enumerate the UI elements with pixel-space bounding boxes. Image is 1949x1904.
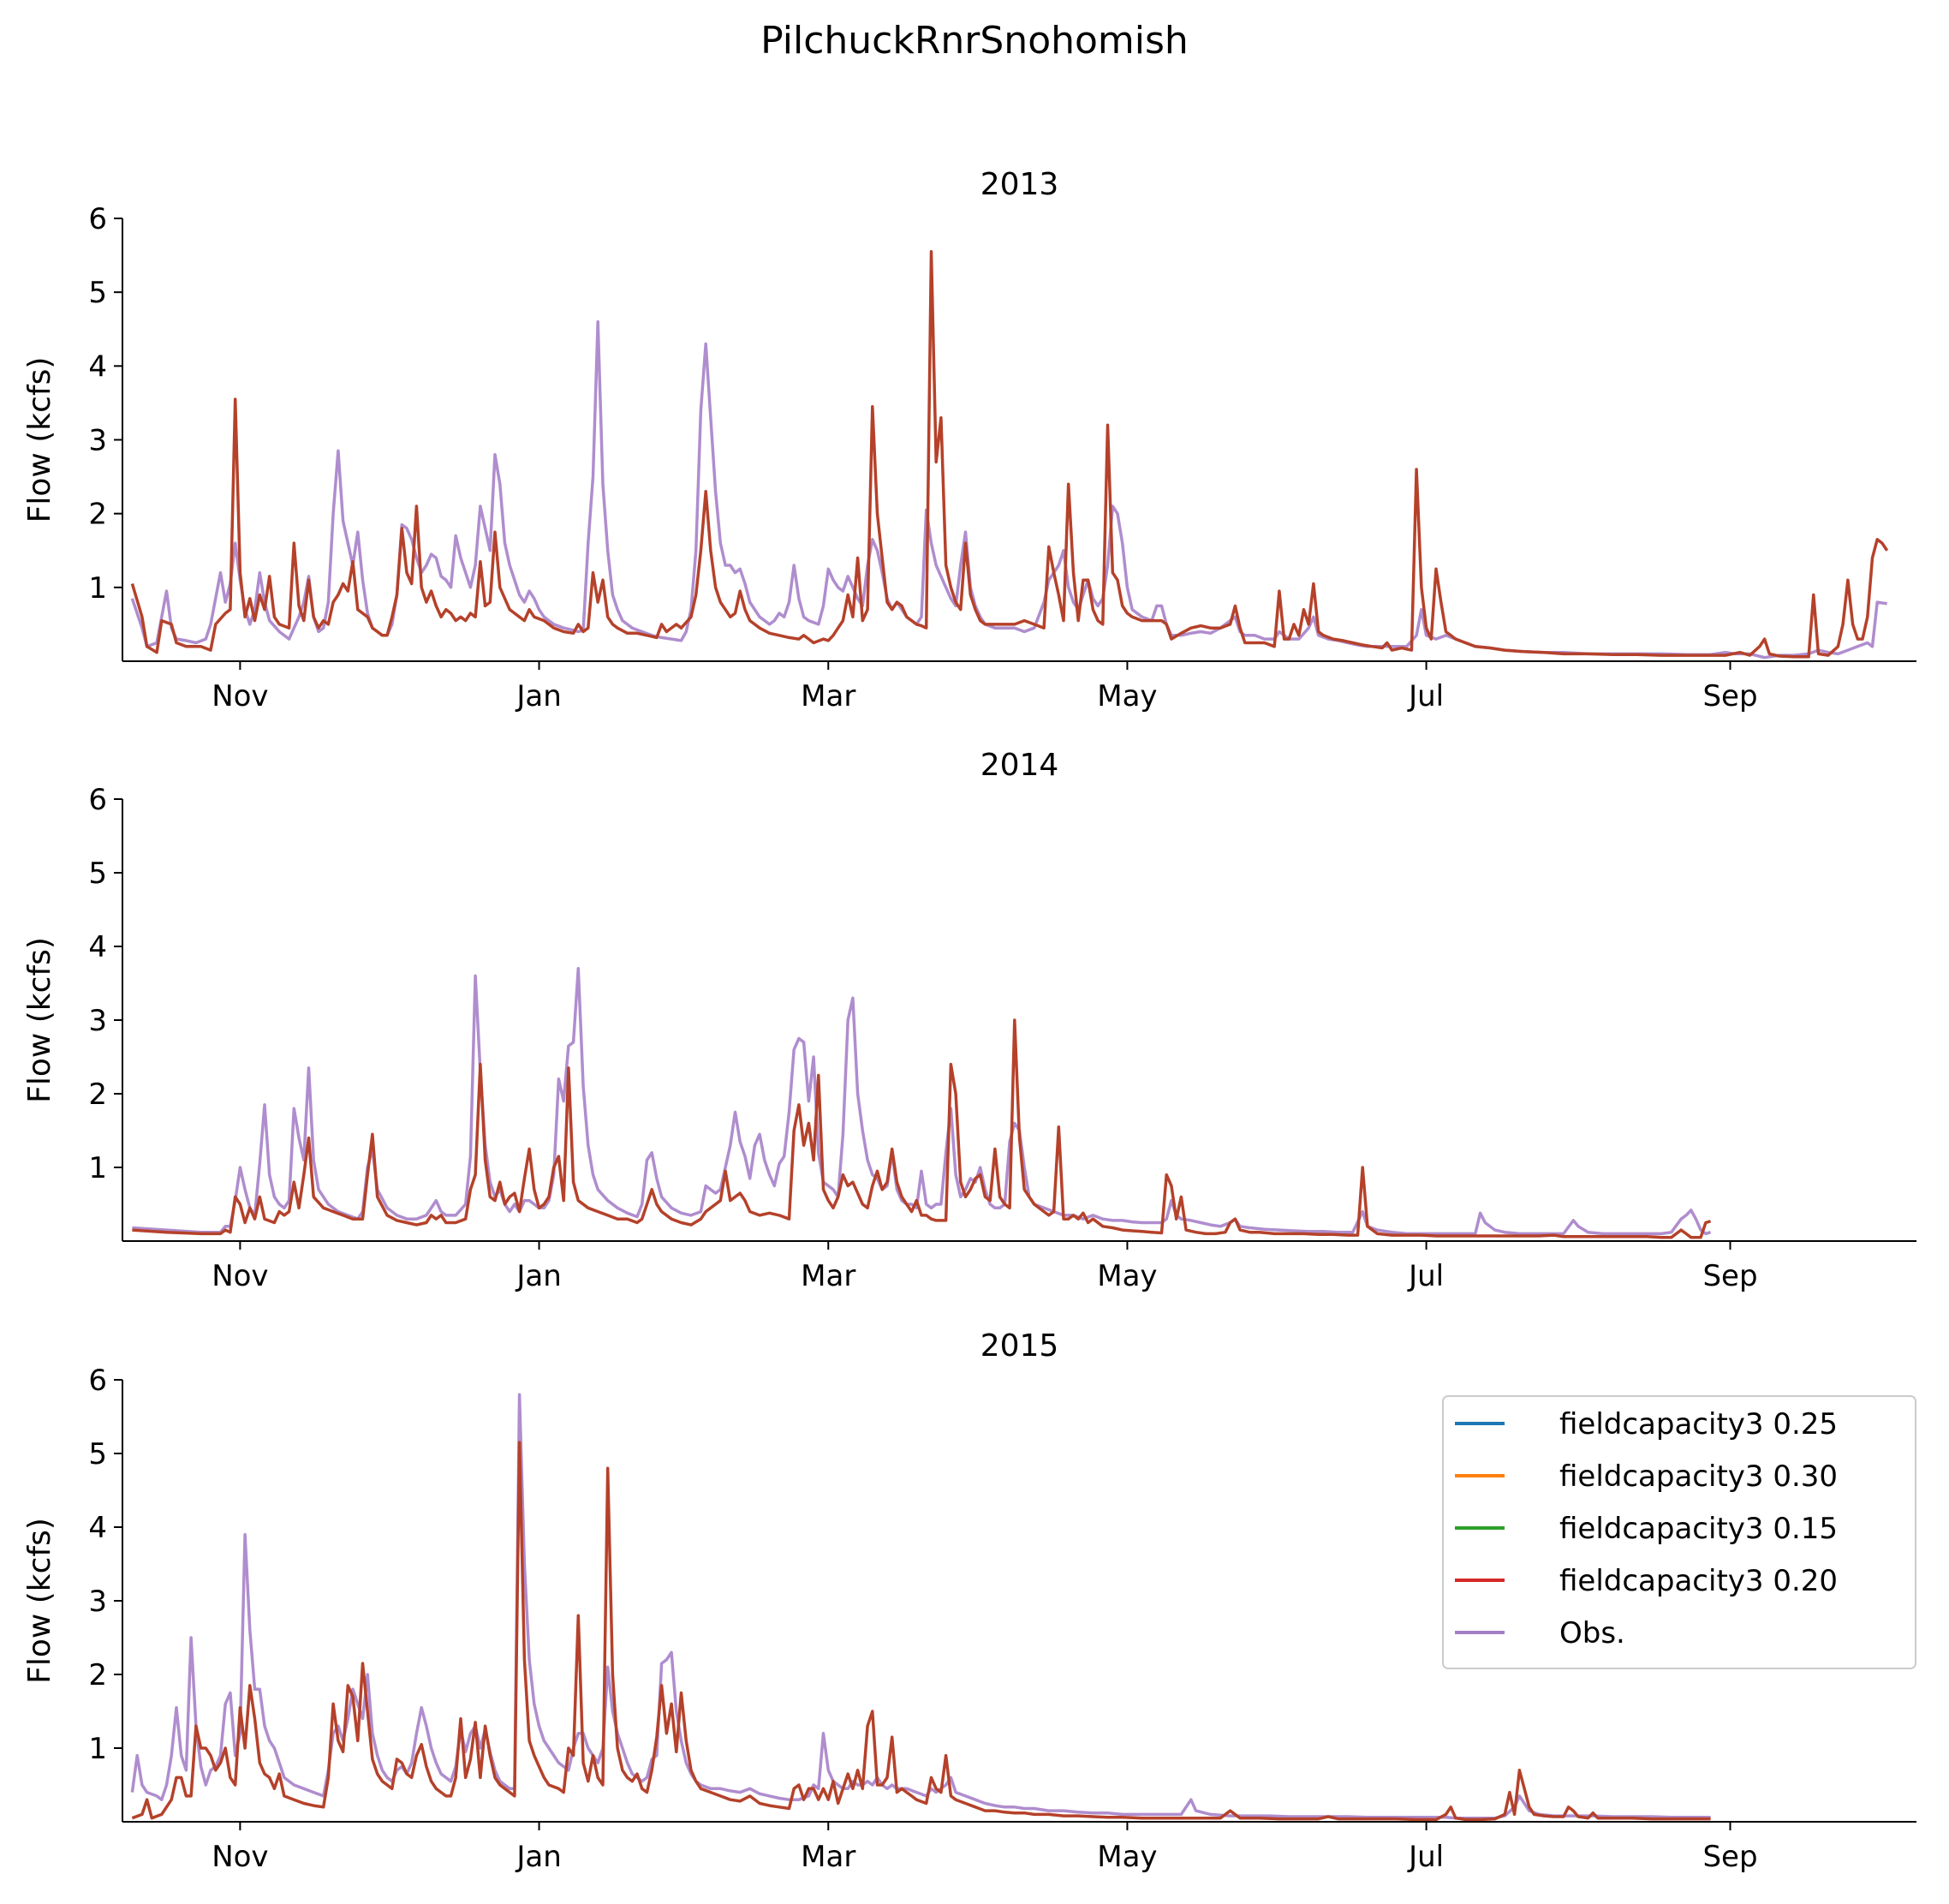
x-tick-label: Jan — [515, 679, 561, 713]
x-tick-label: Mar — [801, 1840, 855, 1874]
y-tick-label: 4 — [88, 1511, 107, 1545]
subplot-title: 2015 — [980, 1328, 1059, 1364]
x-tick-label: Sep — [1702, 679, 1757, 713]
subplot-title: 2013 — [980, 167, 1059, 202]
y-tick-label: 4 — [88, 930, 107, 964]
series-line-fieldcapacity3-0-20 — [130, 250, 1889, 659]
y-tick-label: 2 — [88, 1658, 107, 1692]
x-tick-label: Sep — [1702, 1840, 1757, 1874]
series-line-obs- — [132, 967, 1712, 1236]
y-tick-label: 4 — [88, 349, 107, 384]
x-tick-label: Sep — [1702, 1259, 1757, 1293]
legend-label: Obs. — [1559, 1616, 1625, 1650]
figure-title: PilchuckRnrSnohomish — [760, 19, 1189, 63]
subplot-2013: 2013 Flow (kcfs) 1 2 3 4 5 6 Nov Jan Mar May Jul Sep — [22, 167, 1916, 713]
y-tick-label: 3 — [88, 424, 107, 458]
series-line-obs- — [130, 1393, 1711, 1820]
x-tick-label: Jul — [1407, 679, 1444, 713]
y-tick-label: 2 — [88, 498, 107, 532]
y-tick-label: 1 — [88, 1151, 107, 1185]
legend-label: fieldcapacity3 0.30 — [1559, 1459, 1838, 1494]
y-tick-label: 6 — [88, 783, 107, 817]
x-tick-label: Mar — [801, 679, 855, 713]
legend-label: fieldcapacity3 0.15 — [1559, 1512, 1838, 1546]
x-tick-label: Jan — [515, 1840, 561, 1874]
x-tick-label: Mar — [801, 1259, 855, 1293]
y-tick-label: 5 — [88, 1437, 107, 1471]
y-tick-label: 5 — [88, 857, 107, 891]
subplot-2015: 2015 Flow (kcfs) 1 2 3 4 5 6 Nov Jan Mar May Jul Sep f… — [22, 1328, 1916, 1874]
legend: fieldcapacity3 0.25 fieldcapacity3 0.30 fi… — [1442, 1395, 1916, 1669]
series-line-fieldcapacity3-0-20 — [132, 1018, 1712, 1239]
x-tick-label: May — [1097, 679, 1157, 713]
series-line-fieldcapacity3-0-20 — [131, 1441, 1711, 1822]
y-tick-label: 1 — [88, 571, 107, 606]
subplot-2014: 2014 Flow (kcfs) 1 2 3 4 5 6 Nov Jan Mar May Jul Sep — [22, 748, 1916, 1293]
legend-frame — [1442, 1395, 1916, 1669]
y-tick-label: 5 — [88, 276, 107, 310]
x-tick-label: Nov — [212, 1840, 268, 1874]
y-tick-label: 2 — [88, 1077, 107, 1112]
y-tick-label: 3 — [88, 1004, 107, 1038]
y-tick-label: 6 — [88, 202, 107, 236]
x-tick-label: Nov — [212, 679, 268, 713]
legend-label: fieldcapacity3 0.20 — [1559, 1564, 1838, 1598]
y-axis-label: Flow (kcfs) — [22, 357, 57, 523]
y-tick-label: 6 — [88, 1364, 107, 1398]
x-tick-label: Nov — [212, 1259, 268, 1293]
subplot-title: 2014 — [980, 748, 1059, 783]
y-tick-label: 3 — [88, 1585, 107, 1619]
x-tick-label: May — [1097, 1840, 1157, 1874]
legend-label: fieldcapacity3 0.25 — [1559, 1407, 1838, 1441]
x-tick-label: May — [1097, 1259, 1157, 1293]
y-axis-label: Flow (kcfs) — [22, 1518, 57, 1684]
y-axis-label: Flow (kcfs) — [22, 937, 57, 1103]
x-tick-label: Jul — [1407, 1840, 1444, 1874]
y-tick-label: 1 — [88, 1732, 107, 1766]
x-tick-label: Jul — [1407, 1259, 1444, 1293]
x-tick-label: Jan — [515, 1259, 561, 1293]
